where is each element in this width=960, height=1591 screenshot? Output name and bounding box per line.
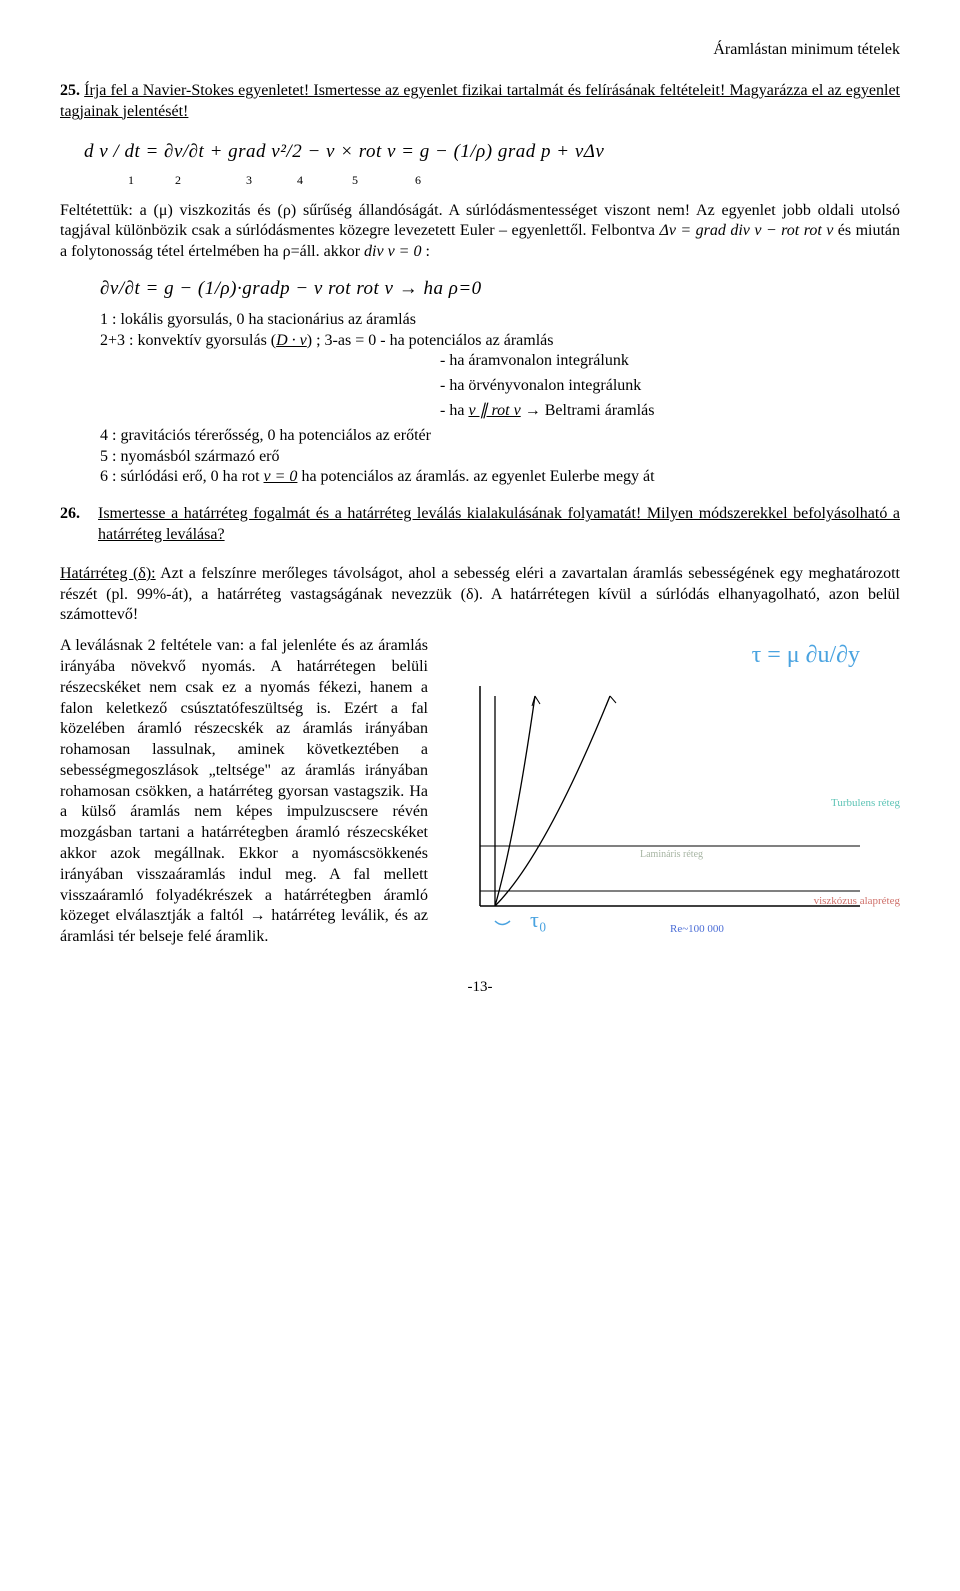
q26-text: Ismertesse a határréteg fogalmát és a ha… [98,504,900,546]
term-6-eq: v = 0 [264,468,298,485]
page-header-title: Áramlástan minimum tételek [60,40,900,61]
q26-def-body: Azt a felszínre merőleges távolságot, ah… [60,565,900,624]
question-25: 25. Írja fel a Navier-Stokes egyenletet!… [60,81,900,123]
navier-stokes-equation: d v / dt = ∂v/∂t + grad v²/2 − v × rot v… [84,140,900,165]
term-6b: ha potenciálos az áramlás. az egyenlet E… [297,468,654,485]
term-1: 1 : lokális gyorsulás, 0 ha stacionárius… [100,310,900,331]
term-6: 6 : súrlódási erő, 0 ha rot v = 0 ha pot… [100,467,900,488]
q25-p1c: : [425,243,429,260]
term-3-sub3a: - ha [440,402,468,419]
viscous-sublayer-label: viszkózus alapréteg [814,894,900,908]
term-3-sub3-eq: v ∥ rot v [468,402,520,419]
laminar-layer-label: Lamináris réteg [640,848,703,861]
term-4: 4 : gravitációs térerősség, 0 ha potenci… [100,426,900,447]
q26-body-with-figure: τ = μ ∂u/∂y Turbulens réteg Lamináris ré… [60,636,900,948]
q25-explanation: Feltétettük: a (μ) viszkozitás és (ρ) sű… [60,201,900,263]
term-3-sub2: - ha örvényvonalon integrálunk [440,376,900,397]
q25-p1-eq1: Δv = grad div v − rot rot v [659,222,833,239]
term-23a: 2+3 : konvektív gyorsulás ( [100,332,276,349]
q25-secondary-equation: ∂v/∂t = g − (1/ρ)·gradp − ν rot rot v → … [100,277,900,302]
turbulent-layer-label: Turbulens réteg [831,796,900,810]
q25-number: 25. [60,82,80,99]
term-3-sub3b: → Beltrami áramlás [521,402,655,419]
term-3-sub3: - ha v ∥ rot v → Beltrami áramlás [440,401,900,422]
term-23-eq: D · v [276,332,307,349]
term-23: 2+3 : konvektív gyorsulás (D · v) ; 3-as… [100,331,900,352]
q26-definition: Határréteg (δ): Azt a felszínre merőlege… [60,564,900,626]
term-6a: 6 : súrlódási erő, 0 ha rot [100,468,264,485]
question-26: 26. Ismertesse a határréteg fogalmát és … [60,504,900,546]
q25-p1-eq2: div v = 0 [364,243,421,260]
page-number: -13- [60,978,900,998]
reynolds-number-label: Re~100 000 [670,922,724,936]
shear-stress-formula-handwritten: τ = μ ∂u/∂y [752,640,860,671]
equation-term-labels: 1 2 3 4 5 6 [84,173,900,189]
q25-term-list: 1 : lokális gyorsulás, 0 ha stacionárius… [100,310,900,488]
term-5: 5 : nyomásból származó erő [100,447,900,468]
q26-body-text: A leválásnak 2 feltétele van: a fal jele… [60,637,428,945]
tau0-label: τ₀ [530,906,547,935]
q25-text: Írja fel a Navier-Stokes egyenletet! Ism… [60,82,900,120]
boundary-layer-svg [440,636,900,936]
boundary-layer-figure: τ = μ ∂u/∂y Turbulens réteg Lamináris ré… [440,636,900,936]
q26-number: 26. [60,504,98,546]
term-23b: ) ; 3-as = 0 - ha potenciálos az áramlás [307,332,554,349]
term-3-sub1: - ha áramvonalon integrálunk [440,351,900,372]
q26-def-label: Határréteg (δ): [60,565,156,582]
